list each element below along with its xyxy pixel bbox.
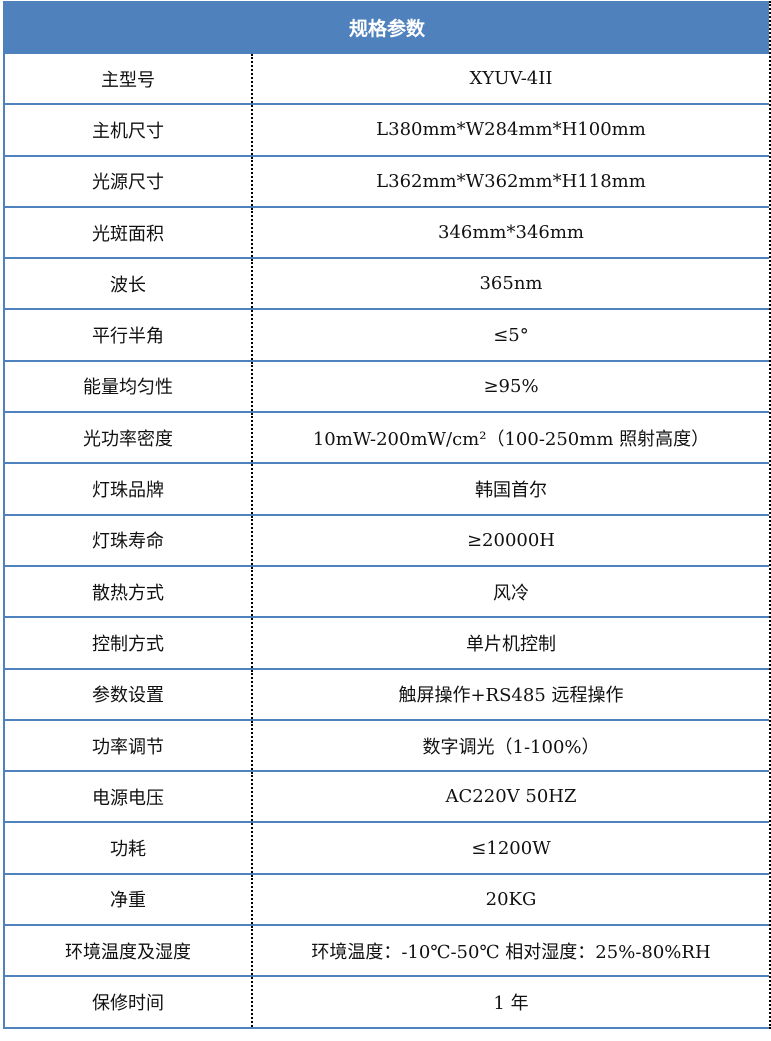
spec-value: ≤1200W xyxy=(471,837,551,859)
spec-label: 电源电压 xyxy=(5,772,253,822)
spec-value: L362mm*W362mm*H118mm xyxy=(376,170,646,192)
spec-label: 灯珠寿命 xyxy=(5,515,253,565)
table-row: 光功率密度 10mW-200mW/cm²（100-250mm 照射高度） xyxy=(5,413,769,465)
table-row: 平行半角 ≤5° xyxy=(5,310,769,362)
spec-value: 单片机控制 xyxy=(466,633,556,655)
spec-table: 规格参数 主型号 XYUV-4II 主机尺寸 L380mm*W284mm*H100mm… xyxy=(3,1,771,1029)
spec-label: 功耗 xyxy=(5,823,253,873)
spec-value: 1 年 xyxy=(493,992,529,1014)
spec-value: ≤5° xyxy=(493,324,529,346)
spec-value: 346mm*346mm xyxy=(438,222,584,244)
table-row: 散热方式 风冷 xyxy=(5,566,769,619)
table-row: 能量均匀性 ≥95% xyxy=(5,361,769,414)
spec-label: 参数设置 xyxy=(5,669,253,719)
spec-label: 主型号 xyxy=(5,54,253,104)
table-row: 参数设置 触屏操作+RS485 远程操作 xyxy=(5,669,769,721)
spec-label: 灯珠品牌 xyxy=(5,464,253,514)
table-row: 灯珠品牌 韩国首尔 xyxy=(5,464,769,516)
spec-value: 数字调光（1-100%） xyxy=(422,736,600,758)
table-row: 功率调节 数字调光（1-100%） xyxy=(5,720,769,773)
spec-value: 风冷 xyxy=(493,582,529,604)
spec-value: AC220V 50HZ xyxy=(445,786,577,808)
spec-value: 10mW-200mW/cm²（100-250mm 照射高度） xyxy=(312,428,710,450)
spec-value: XYUV-4II xyxy=(469,68,553,90)
spec-value: 韩国首尔 xyxy=(475,480,547,502)
spec-value: ≥20000H xyxy=(466,529,556,551)
table-row: 保修时间 1 年 xyxy=(5,977,769,1029)
spec-value: 触屏操作+RS485 远程操作 xyxy=(398,685,624,707)
table-row: 波长 365nm xyxy=(5,259,769,311)
table-row: 主型号 XYUV-4II xyxy=(5,54,769,106)
spec-label: 保修时间 xyxy=(5,977,253,1027)
spec-label: 平行半角 xyxy=(5,310,253,360)
spec-value: ≥95% xyxy=(483,375,539,397)
table-row: 灯珠寿命 ≥20000H xyxy=(5,515,769,567)
spec-label: 功率调节 xyxy=(5,720,253,771)
table-row: 光斑面积 346mm*346mm xyxy=(5,207,769,260)
spec-label: 主机尺寸 xyxy=(5,105,253,155)
spec-value: 环境温度：-10℃-50℃ 相对湿度：25%-80%RH xyxy=(311,941,711,963)
table-row: 环境温度及湿度 环境温度：-10℃-50℃ 相对湿度：25%-80%RH xyxy=(5,926,769,978)
table-row: 光源尺寸 L362mm*W362mm*H118mm xyxy=(5,156,769,208)
spec-value: 20KG xyxy=(485,888,537,910)
spec-label: 环境温度及湿度 xyxy=(5,926,253,976)
table-row: 控制方式 单片机控制 xyxy=(5,618,769,670)
spec-label: 光功率密度 xyxy=(5,413,253,463)
spec-label: 光源尺寸 xyxy=(5,156,253,206)
table-row: 净重 20KG xyxy=(5,874,769,927)
spec-value: L380mm*W284mm*H100mm xyxy=(376,119,646,141)
spec-label: 控制方式 xyxy=(5,618,253,668)
spec-label: 能量均匀性 xyxy=(5,361,253,412)
table-row: 主机尺寸 L380mm*W284mm*H100mm xyxy=(5,105,769,157)
table-row: 电源电压 AC220V 50HZ xyxy=(5,772,769,824)
table-header: 规格参数 xyxy=(5,1,769,54)
spec-label: 光斑面积 xyxy=(5,207,253,258)
spec-label: 散热方式 xyxy=(5,566,253,617)
spec-value: 365nm xyxy=(479,273,543,295)
table-row: 功耗 ≤1200W xyxy=(5,823,769,875)
spec-label: 波长 xyxy=(5,259,253,309)
spec-label: 净重 xyxy=(5,874,253,925)
